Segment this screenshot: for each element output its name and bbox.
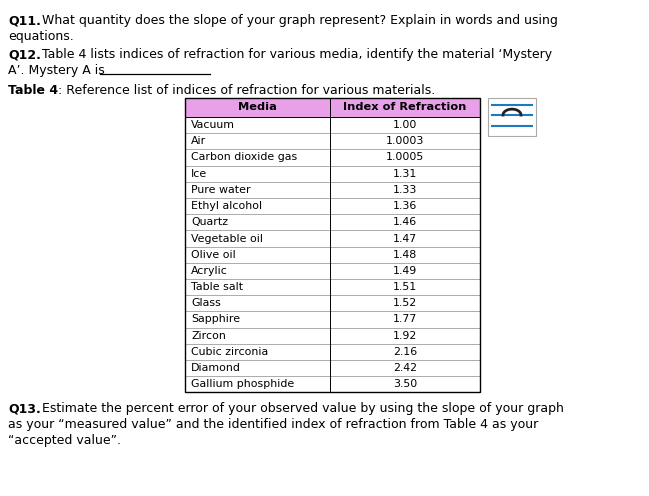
Text: A’. Mystery A is: A’. Mystery A is	[8, 64, 104, 77]
Text: Quartz: Quartz	[191, 217, 228, 227]
Text: What quantity does the slope of your graph represent? Explain in words and using: What quantity does the slope of your gra…	[42, 14, 558, 27]
Text: Table 4: Table 4	[8, 84, 58, 97]
Bar	[185, 117, 480, 133]
Text: Q11.: Q11.	[8, 14, 41, 27]
Text: as your “measured value” and the identified index of refraction from Table 4 as : as your “measured value” and the identif…	[8, 419, 538, 432]
Text: 1.36: 1.36	[393, 201, 417, 211]
Text: 1.31: 1.31	[393, 169, 417, 179]
Text: 2.16: 2.16	[393, 347, 417, 357]
Text: 1.47: 1.47	[393, 234, 417, 244]
Bar	[185, 344, 480, 360]
Text: 3.50: 3.50	[393, 379, 417, 389]
Bar	[185, 182, 480, 198]
Bar	[185, 295, 480, 311]
Text: 1.51: 1.51	[393, 282, 417, 292]
Text: Ice: Ice	[191, 169, 207, 179]
Text: 1.0003: 1.0003	[386, 136, 424, 146]
Text: Estimate the percent error of your observed value by using the slope of your gra: Estimate the percent error of your obser…	[42, 402, 564, 415]
Text: 1.77: 1.77	[393, 314, 417, 324]
Text: Q13.: Q13.	[8, 402, 41, 415]
Bar	[185, 198, 480, 214]
Text: Media: Media	[238, 103, 277, 113]
Text: Vacuum: Vacuum	[191, 120, 235, 130]
Bar	[185, 231, 480, 247]
Bar	[185, 133, 480, 149]
Text: Pure water: Pure water	[191, 185, 251, 195]
Text: 1.52: 1.52	[393, 298, 417, 309]
Bar	[185, 149, 480, 166]
Text: “accepted value”.: “accepted value”.	[8, 434, 121, 447]
Text: Table salt: Table salt	[191, 282, 243, 292]
Text: Diamond: Diamond	[191, 363, 241, 373]
Text: Acrylic: Acrylic	[191, 266, 228, 276]
Text: Gallium phosphide: Gallium phosphide	[191, 379, 294, 389]
Text: Olive oil: Olive oil	[191, 249, 236, 260]
Text: 1.33: 1.33	[393, 185, 417, 195]
Bar	[185, 376, 480, 392]
Text: Cubic zirconia: Cubic zirconia	[191, 347, 268, 357]
Text: Table 4 lists indices of refraction for various media, identify the material ‘My: Table 4 lists indices of refraction for …	[42, 48, 552, 61]
Bar	[185, 279, 480, 295]
Bar	[185, 98, 480, 392]
Text: Q12.: Q12.	[8, 48, 41, 61]
Bar	[185, 214, 480, 231]
Text: 1.48: 1.48	[393, 249, 417, 260]
Text: 1.49: 1.49	[393, 266, 417, 276]
Text: : Reference list of indices of refraction for various materials.: : Reference list of indices of refractio…	[58, 84, 435, 97]
Text: Index of Refraction: Index of Refraction	[343, 103, 467, 113]
Bar	[185, 98, 480, 117]
Bar	[488, 98, 536, 136]
Text: Glass: Glass	[191, 298, 221, 309]
Bar	[185, 360, 480, 376]
Text: Carbon dioxide gas: Carbon dioxide gas	[191, 152, 297, 163]
Bar	[185, 247, 480, 263]
Text: 1.0005: 1.0005	[386, 152, 424, 163]
Text: equations.: equations.	[8, 30, 74, 43]
Text: 1.00: 1.00	[393, 120, 417, 130]
Text: Air: Air	[191, 136, 206, 146]
Bar	[185, 311, 480, 327]
Text: 1.46: 1.46	[393, 217, 417, 227]
Bar	[185, 263, 480, 279]
Bar	[185, 327, 480, 344]
Text: 2.42: 2.42	[393, 363, 417, 373]
Text: Ethyl alcohol: Ethyl alcohol	[191, 201, 262, 211]
Bar	[185, 166, 480, 182]
Text: Zircon: Zircon	[191, 331, 226, 341]
Text: 1.92: 1.92	[393, 331, 417, 341]
Text: Sapphire: Sapphire	[191, 314, 240, 324]
Text: Vegetable oil: Vegetable oil	[191, 234, 263, 244]
